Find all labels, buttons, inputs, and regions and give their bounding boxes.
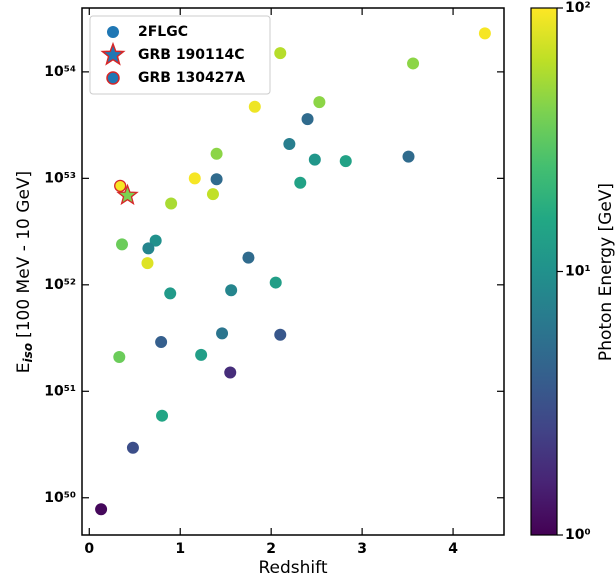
point: [113, 350, 126, 363]
point: [206, 188, 219, 201]
point: [164, 287, 177, 300]
plot-area: [81, 7, 505, 536]
point: [142, 242, 155, 255]
x-axis-label: Redshift: [258, 558, 327, 578]
point: [210, 147, 223, 160]
point: [165, 197, 178, 210]
point-star: [116, 183, 139, 206]
point: [224, 366, 237, 379]
y-tick-label: 10⁵¹: [44, 383, 76, 399]
legend-label: GRB 190114C: [138, 47, 245, 63]
y-tick-label: 10⁵⁴: [44, 64, 76, 80]
point: [269, 276, 282, 289]
point: [188, 172, 201, 185]
point: [126, 441, 139, 454]
point: [155, 336, 168, 349]
point: [216, 327, 229, 340]
y-tick-label: 10⁵²: [44, 277, 76, 293]
point: [248, 100, 261, 113]
point: [308, 153, 321, 166]
x-tick-label: 1: [175, 541, 185, 557]
x-tick-label: 0: [84, 541, 94, 557]
colorbar-tick-label: 10⁰: [565, 527, 591, 543]
point: [478, 27, 491, 40]
colorbar-label: Photon Energy [GeV]: [596, 183, 616, 361]
point: [407, 57, 420, 70]
legend-marker: [100, 41, 126, 66]
point: [141, 257, 154, 270]
y-tick-label: 10⁵³: [44, 170, 76, 186]
legend-marker: [107, 26, 119, 38]
point: [210, 173, 223, 186]
colorbar-tick-label: 10²: [565, 0, 591, 16]
point: [242, 251, 255, 264]
legend-marker: [106, 71, 120, 85]
colorbar: [530, 7, 558, 536]
point: [301, 113, 314, 126]
point: [195, 348, 208, 361]
y-tick-label: 10⁵⁰: [44, 490, 76, 506]
y-axis-label: Eiso [100 MeV - 10 GeV]: [14, 171, 35, 373]
point: [114, 179, 127, 193]
point: [156, 409, 169, 422]
legend-label: GRB 130427A: [138, 70, 245, 86]
point: [402, 150, 415, 163]
y-label-rest: [100 MeV - 10 GeV]: [14, 171, 34, 338]
point: [116, 238, 129, 251]
y-label-sub: iso: [21, 343, 35, 363]
point: [294, 176, 307, 189]
point: [225, 284, 238, 297]
y-label-main: E: [14, 362, 34, 373]
point: [274, 47, 287, 60]
point: [283, 138, 296, 151]
point: [274, 328, 287, 341]
point: [95, 503, 108, 516]
colorbar-tick-label: 10¹: [565, 264, 591, 280]
x-tick-label: 3: [357, 541, 367, 557]
point: [313, 96, 326, 109]
axes-frame: [81, 7, 505, 536]
x-tick-label: 4: [448, 541, 458, 557]
legend-label: 2FLGC: [138, 24, 188, 40]
point: [339, 155, 352, 168]
x-tick-label: 2: [266, 541, 276, 557]
legend-box: [89, 15, 271, 95]
point: [149, 234, 162, 247]
